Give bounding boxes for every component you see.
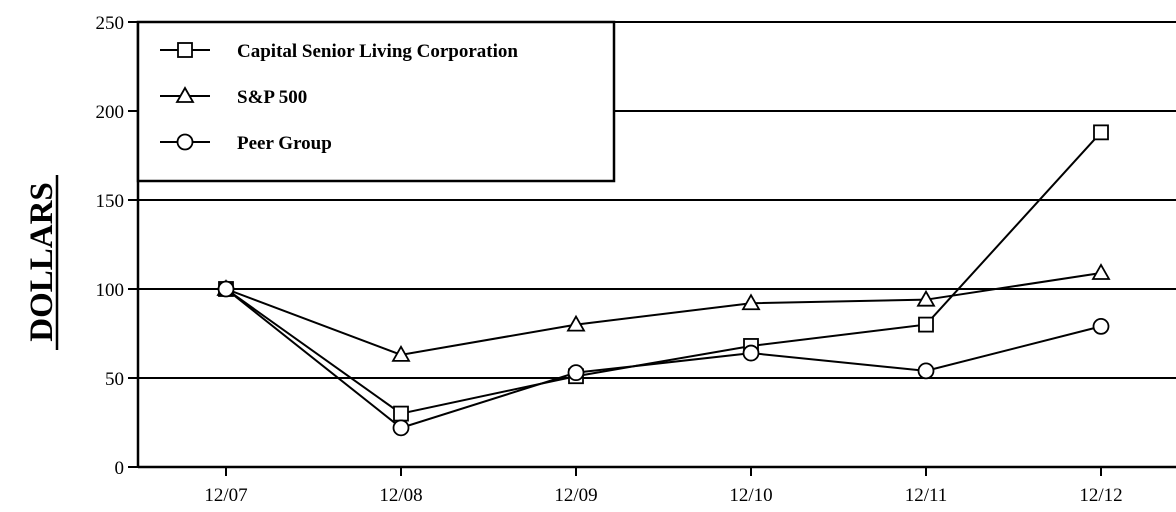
data-point-circle xyxy=(217,280,235,298)
data-point-triangle xyxy=(741,293,761,311)
y-tick-label: 0 xyxy=(115,458,125,479)
y-axis-title-group: DOLLARS xyxy=(24,175,60,350)
y-tick-label: 50 xyxy=(105,369,124,390)
legend-item: Peer Group xyxy=(160,133,332,154)
series-line xyxy=(225,288,1102,429)
legend-label: S&P 500 xyxy=(237,87,307,108)
legend-box xyxy=(136,20,616,183)
legend-item: S&P 500 xyxy=(160,86,307,108)
series-line xyxy=(225,131,1102,415)
data-point-triangle xyxy=(566,314,586,332)
x-tick-label: 12/08 xyxy=(379,485,422,506)
data-point-triangle xyxy=(1091,263,1111,280)
legend-item: Capital Senior Living Corporation xyxy=(160,41,518,62)
axes: 0 50 100 150 200 250 12/07 12/08 12/09 12/10 12/11… xyxy=(96,13,1176,506)
x-tick-label: 12/10 xyxy=(729,485,772,506)
legend-marker-circle xyxy=(176,133,194,151)
series-markers-circle xyxy=(217,280,1110,437)
series-group xyxy=(216,124,1111,437)
data-point-circle xyxy=(1092,317,1110,335)
y-tick-label: 100 xyxy=(96,280,125,301)
data-point-circle xyxy=(742,344,760,362)
x-tick-label: 12/12 xyxy=(1079,485,1122,506)
data-point-square xyxy=(918,316,934,333)
series-square xyxy=(225,131,1102,415)
data-point-triangle xyxy=(916,289,936,307)
data-point-triangle xyxy=(391,345,411,362)
legend-marker-square xyxy=(177,42,193,58)
series-circle xyxy=(225,288,1102,429)
y-tick-label: 250 xyxy=(96,13,125,34)
y-tick-label: 200 xyxy=(96,102,125,123)
y-tick-label: 150 xyxy=(96,191,125,212)
data-point-circle xyxy=(917,362,935,380)
x-tick-label: 12/11 xyxy=(905,485,948,506)
x-tick-label: 12/07 xyxy=(204,485,247,506)
data-point-square xyxy=(1093,124,1109,141)
series-triangle xyxy=(225,271,1102,356)
x-tick-label: 12/09 xyxy=(554,485,597,506)
data-point-circle xyxy=(392,419,410,437)
legend-marker-triangle xyxy=(175,86,195,103)
legend-label: Capital Senior Living Corporation xyxy=(237,41,518,62)
y-axis-title: DOLLARS xyxy=(24,182,60,342)
series-line xyxy=(225,271,1102,356)
legend-label: Peer Group xyxy=(237,133,332,154)
data-point-square xyxy=(393,405,409,422)
legend: Capital Senior Living Corporation S&P 500… xyxy=(136,20,616,183)
data-point-circle xyxy=(567,364,585,382)
